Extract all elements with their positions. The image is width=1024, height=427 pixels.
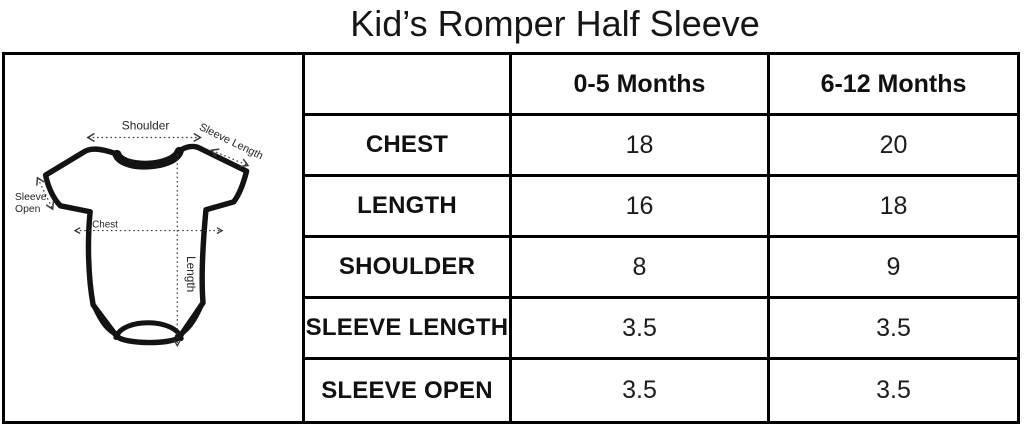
cell-sleeve-open-6-12-months: 3.5: [770, 360, 1017, 421]
romper-right-leg-opening: [174, 301, 205, 339]
row-label-sleeve-length: SLEEVE LENGTH: [305, 299, 512, 360]
header-cell-0-5-months: 0-5 Months: [512, 55, 770, 116]
cell-length-6-12-months: 18: [770, 177, 1017, 238]
shoulder-dimension-label: Shoulder: [122, 119, 170, 133]
page-title: Kid’s Romper Half Sleeve: [350, 3, 760, 44]
romper-body-outline: [42, 143, 250, 346]
romper-collar: [112, 146, 184, 170]
chest-dimension-label: Chest: [92, 220, 118, 231]
length-dimension-label: Length: [184, 256, 198, 292]
row-label-shoulder: SHOULDER: [305, 238, 512, 299]
cell-shoulder-0-5-months: 8: [512, 238, 770, 299]
cell-length-0-5-months: 16: [512, 177, 770, 238]
cell-sleeve-length-0-5-months: 3.5: [512, 299, 770, 360]
cell-shoulder-6-12-months: 9: [770, 238, 1017, 299]
romper-crotch-flap: [113, 320, 184, 341]
sleeve-open-dimension-label-line2: Open: [15, 204, 41, 215]
cell-chest-0-5-months: 18: [512, 116, 770, 177]
sleeve-length-dimension-arrow: [210, 148, 250, 168]
cell-sleeve-open-0-5-months: 3.5: [512, 360, 770, 421]
cell-sleeve-length-6-12-months: 3.5: [770, 299, 1017, 360]
row-label-sleeve-open: SLEEVE OPEN: [305, 360, 512, 421]
cell-chest-6-12-months: 20: [770, 116, 1017, 177]
row-label-chest: CHEST: [305, 116, 512, 177]
romper-left-leg-opening: [91, 303, 121, 338]
sleeve-open-dimension-arrow: [36, 176, 55, 211]
romper-outline-drawing: Shoulder Sleeve Length Sleeve Open Chest…: [15, 119, 265, 348]
sleeve-open-dimension-label-line1: Sleeve: [15, 192, 47, 203]
header-cell-empty: [305, 55, 512, 116]
header-cell-6-12-months: 6-12 Months: [770, 55, 1017, 116]
row-label-length: LENGTH: [305, 177, 512, 238]
romper-measurement-diagram: Shoulder Sleeve Length Sleeve Open Chest…: [5, 55, 305, 421]
size-chart-table: Shoulder Sleeve Length Sleeve Open Chest…: [2, 52, 1020, 424]
